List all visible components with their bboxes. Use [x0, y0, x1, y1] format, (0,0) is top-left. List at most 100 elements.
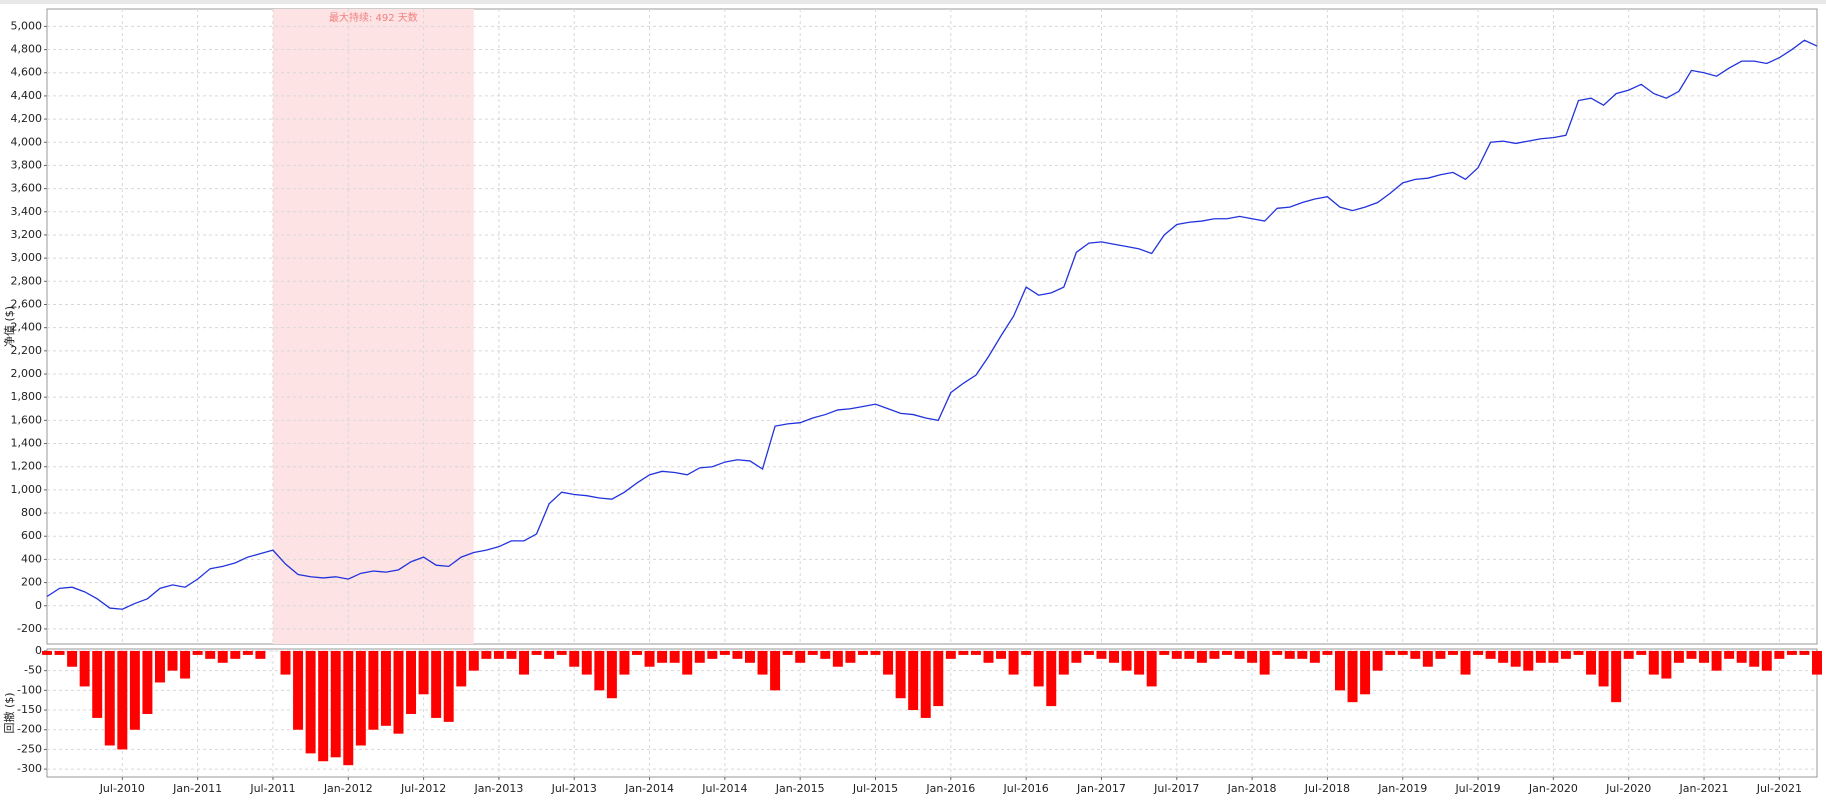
drawdown-bar: [217, 650, 228, 663]
drawdown-bar: [92, 650, 103, 718]
drawdown-bar: [732, 650, 743, 659]
y-tick-label: 3,400: [11, 205, 43, 218]
y-tick-label: 1,400: [11, 437, 43, 450]
drawdown-bar: [1297, 650, 1308, 659]
y-axis-label: 回撤 ($): [2, 692, 16, 733]
drawdown-bar: [1623, 650, 1634, 659]
drawdown-bar: [1724, 650, 1735, 659]
drawdown-bar: [1460, 650, 1471, 675]
drawdown-bar: [1272, 650, 1283, 655]
drawdown-bar: [318, 650, 329, 762]
y-tick-label: 4,600: [11, 66, 43, 79]
drawdown-bar: [468, 650, 479, 671]
x-tick-label: Jan-2011: [172, 782, 222, 795]
drawdown-bar: [205, 650, 216, 659]
drawdown-bar: [1523, 650, 1534, 671]
drawdown-bar: [1774, 650, 1785, 659]
drawdown-bar: [958, 650, 969, 655]
drawdown-bar: [1498, 650, 1509, 663]
drawdown-bar: [1309, 650, 1320, 663]
drawdown-bar: [1812, 650, 1822, 675]
drawdown-bar: [1385, 650, 1396, 655]
drawdown-bar: [1410, 650, 1421, 659]
x-tick-label: Jul-2020: [1605, 782, 1651, 795]
drawdown-bar: [180, 650, 191, 679]
drawdown-bar: [669, 650, 680, 663]
drawdown-bar: [1786, 650, 1797, 655]
drawdown-bar: [167, 650, 178, 671]
drawdown-bar: [418, 650, 429, 695]
drawdown-bar: [519, 650, 530, 675]
y-axis-label: 净值 ($): [2, 306, 16, 347]
drawdown-bar: [1661, 650, 1672, 679]
y-tick-label: -200: [17, 622, 42, 635]
drawdown-bar: [1711, 650, 1722, 671]
drawdown-bar: [1322, 650, 1333, 655]
x-tick-label: Jan-2012: [323, 782, 373, 795]
y-tick-label: 400: [21, 552, 42, 565]
drawdown-bar: [506, 650, 517, 659]
drawdown-bar: [1247, 650, 1258, 663]
y-tick-label: 0: [35, 644, 42, 657]
drawdown-bar: [707, 650, 718, 659]
y-tick-label: 1,800: [11, 390, 43, 403]
drawdown-bar: [569, 650, 580, 667]
drawdown-bar: [1134, 650, 1145, 675]
drawdown-bar: [1749, 650, 1760, 667]
drawdown-bar: [493, 650, 504, 659]
drawdown-bar: [1171, 650, 1182, 659]
drawdown-bar: [481, 650, 492, 659]
x-tick-label: Jan-2020: [1528, 782, 1578, 795]
y-tick-label: -250: [17, 742, 42, 755]
drawdown-bar: [1422, 650, 1433, 667]
drawdown-bar: [632, 650, 642, 655]
y-tick-label: 3,800: [11, 158, 43, 171]
y-tick-label: 2,000: [11, 367, 43, 380]
annotation: 最大持续: 492 天数: [329, 11, 418, 24]
drawdown-bar: [1360, 650, 1371, 695]
drawdown-bar: [1109, 650, 1120, 663]
drawdown-bar: [1686, 650, 1697, 659]
drawdown-bar: [644, 650, 655, 667]
drawdown-bar: [682, 650, 693, 675]
x-tick-label: Jan-2017: [1076, 782, 1126, 795]
drawdown-bar: [1435, 650, 1446, 659]
y-tick-label: 1,600: [11, 413, 43, 426]
x-tick-label: Jul-2017: [1153, 782, 1199, 795]
drawdown-bar: [393, 650, 404, 734]
drawdown-bar: [1736, 650, 1747, 663]
drawdown-bar: [556, 650, 567, 655]
x-tick-label: Jan-2021: [1679, 782, 1729, 795]
drawdown-bar: [719, 650, 730, 655]
drawdown-bar: [1046, 650, 1057, 707]
drawdown-bar: [531, 650, 542, 655]
drawdown-bar: [1573, 650, 1584, 655]
x-tick-label: Jul-2015: [852, 782, 898, 795]
x-tick-label: Jul-2019: [1454, 782, 1500, 795]
drawdown-bar: [1196, 650, 1207, 663]
drawdown-bar: [368, 650, 379, 730]
drawdown-bar: [293, 650, 304, 730]
drawdown-bar: [581, 650, 592, 675]
drawdown-bar: [129, 650, 140, 730]
drawdown-bar: [807, 650, 818, 655]
y-tick-label: 4,800: [11, 43, 43, 56]
y-tick-label: 1,200: [11, 460, 43, 473]
drawdown-bar: [544, 650, 555, 659]
drawdown-bar: [1284, 650, 1295, 659]
y-tick-label: 1,000: [11, 483, 43, 496]
drawdown-bar: [895, 650, 906, 699]
drawdown-bar: [380, 650, 391, 726]
drawdown-bar: [1033, 650, 1044, 687]
drawdown-bar: [883, 650, 894, 675]
drawdown-bar: [1799, 650, 1810, 655]
x-tick-label: Jan-2018: [1227, 782, 1277, 795]
drawdown-bar: [117, 650, 128, 750]
y-tick-label: 800: [21, 506, 42, 519]
drawdown-bar: [933, 650, 944, 707]
drawdown-bar: [355, 650, 366, 746]
drawdown-bar: [255, 650, 266, 659]
drawdown-bar: [230, 650, 241, 659]
drawdown-bar: [795, 650, 806, 663]
